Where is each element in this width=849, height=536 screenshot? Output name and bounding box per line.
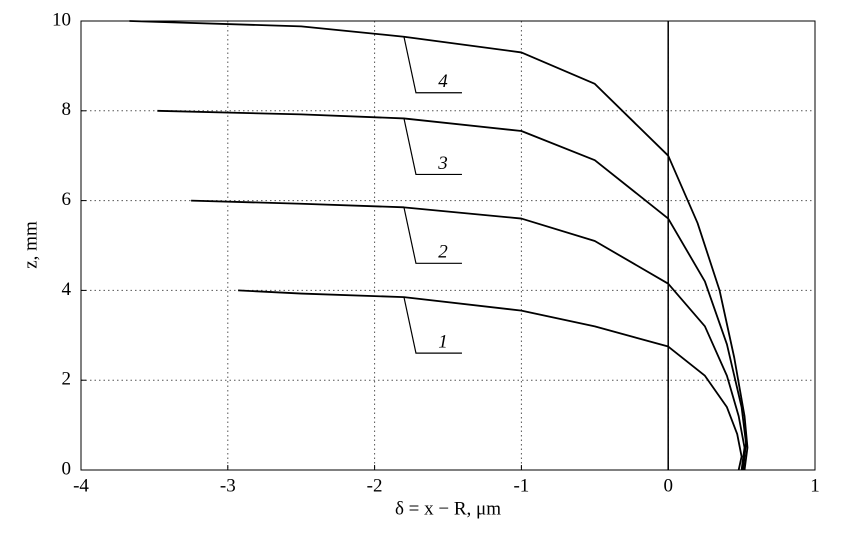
curve: [191, 199, 746, 471]
x-tick-label: -4: [73, 475, 89, 496]
x-tick-label: 0: [663, 475, 673, 496]
leader-line: [403, 36, 462, 94]
x-tick-label: -1: [513, 475, 529, 496]
curve: [157, 109, 747, 471]
curve-label: 2: [438, 242, 448, 263]
curve-label: 4: [438, 71, 448, 92]
y-tick-label: 4: [62, 279, 72, 300]
x-axis-label: δ = x − R, μm: [395, 498, 501, 519]
curve-label: 1: [438, 331, 448, 352]
y-tick-label: 0: [62, 458, 72, 479]
y-axis-label: z, mm: [20, 221, 41, 269]
x-tick-label: -3: [220, 475, 236, 496]
leader-line: [403, 118, 462, 176]
y-tick-label: 10: [52, 9, 71, 30]
curve: [129, 20, 749, 471]
plot-frame: [80, 20, 816, 471]
y-tick-label: 2: [62, 369, 72, 390]
leader-line: [403, 297, 462, 354]
x-tick-label: -2: [367, 475, 383, 496]
x-tick-label: 1: [810, 475, 820, 496]
y-tick-label: 8: [62, 99, 72, 120]
curve: [238, 289, 743, 471]
leader-line: [403, 207, 462, 264]
y-tick-label: 6: [62, 189, 72, 210]
curve-label: 3: [437, 153, 448, 174]
